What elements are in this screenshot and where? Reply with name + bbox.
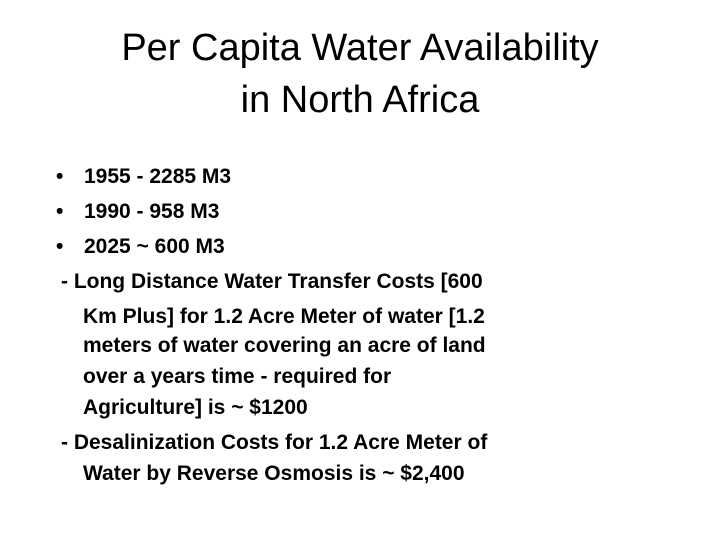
sub-item-line: meters of water covering an acre of land [83, 334, 486, 357]
bullet-icon: • [56, 235, 64, 258]
sub-item-line: Agriculture] is ~ $1200 [83, 396, 308, 419]
sub-item-line: - Long Distance Water Transfer Costs [60… [61, 270, 483, 293]
sub-item-line: Water by Reverse Osmosis is ~ $2,400 [83, 462, 465, 485]
sub-item-line: - Desalinization Costs for 1.2 Acre Mete… [61, 431, 488, 454]
slide-title-line-1: Per Capita Water Availability [121, 27, 599, 69]
slide-title: Per Capita Water Availability in North A… [0, 22, 720, 126]
bullet-text: 1990 - 958 M3 [84, 200, 220, 223]
sub-item-line: over a years time - required for [83, 365, 392, 388]
bullet-icon: • [56, 200, 64, 223]
slide-title-line-2: in North Africa [240, 79, 480, 121]
sub-item-line: Km Plus] for 1.2 Acre Meter of water [1.… [83, 305, 485, 328]
bullet-icon: • [56, 165, 64, 188]
bullet-text: 1955 - 2285 M3 [84, 165, 232, 188]
bullet-text: 2025 ~ 600 M3 [84, 235, 225, 258]
